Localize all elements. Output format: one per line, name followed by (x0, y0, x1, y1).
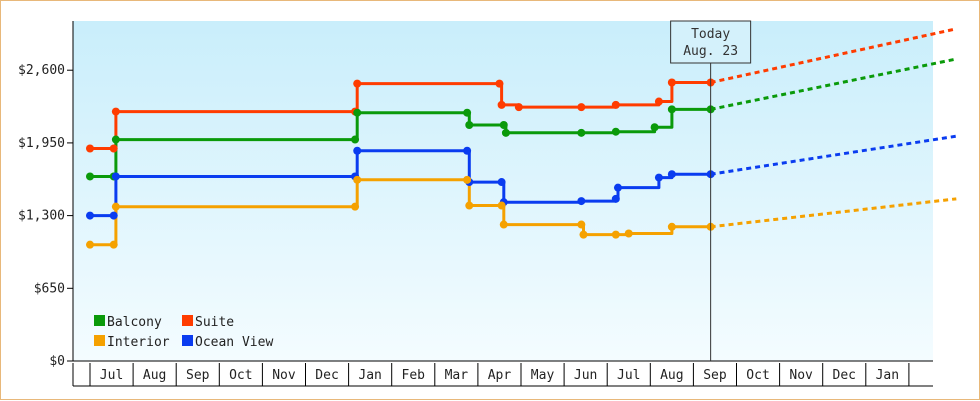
data-point-ocean-view[interactable] (613, 183, 622, 192)
legend-label-balcony: Balcony (107, 315, 162, 330)
data-point-balcony[interactable] (353, 108, 362, 117)
data-point-balcony[interactable] (577, 128, 586, 137)
data-point-interior[interactable] (353, 175, 362, 184)
data-point-ocean-view[interactable] (109, 211, 118, 220)
data-point-ocean-view[interactable] (577, 197, 586, 206)
data-point-interior[interactable] (499, 220, 508, 229)
month-label: Nov (272, 368, 296, 383)
data-point-balcony[interactable] (611, 127, 620, 136)
data-point-suite[interactable] (109, 144, 118, 153)
data-point-interior[interactable] (611, 230, 620, 239)
data-point-ocean-view[interactable] (353, 146, 362, 155)
month-label: Jul (617, 368, 640, 383)
data-point-balcony[interactable] (499, 121, 508, 130)
forecast-line-ocean-view (710, 134, 957, 176)
month-label: Aug (660, 368, 683, 383)
month-label: Mar (445, 368, 469, 383)
data-point-suite[interactable] (111, 107, 120, 116)
data-point-suite[interactable] (654, 97, 663, 106)
data-point-interior[interactable] (463, 175, 472, 184)
legend-swatch-balcony (94, 315, 105, 326)
legend-label-ocean-view: Ocean View (195, 335, 273, 350)
month-label: Jan (358, 368, 381, 383)
today-label: Today (691, 27, 730, 42)
month-label: Apr (488, 368, 512, 383)
forecast-line-balcony (710, 57, 957, 111)
data-point-interior[interactable] (667, 222, 676, 231)
data-point-balcony[interactable] (501, 128, 510, 137)
legend-label-interior: Interior (107, 335, 170, 350)
legend-label-suite: Suite (195, 315, 234, 330)
legend: Balcony Suite Interior Ocean View (94, 315, 273, 350)
data-point-interior[interactable] (109, 240, 118, 249)
data-point-suite[interactable] (495, 79, 504, 88)
y-tick-label: $1,950 (18, 136, 65, 151)
today-box (670, 20, 752, 64)
data-point-interior[interactable] (86, 240, 94, 249)
month-label: Sep (186, 368, 210, 383)
axes: $0 $650 $1,300 $1,950 $2,600 Jul Aug Sep Oct Nov D… (18, 21, 933, 387)
data-point-balcony[interactable] (111, 135, 120, 144)
month-label: Jul (100, 368, 123, 383)
legend-swatch-suite (182, 315, 193, 326)
data-point-ocean-view[interactable] (463, 146, 472, 155)
month-label: Jan (876, 368, 899, 383)
month-label: Oct (746, 368, 769, 383)
y-tick-label: $650 (34, 281, 65, 296)
data-point-suite[interactable] (514, 103, 523, 112)
data-point-interior[interactable] (111, 202, 120, 211)
month-label: Dec (315, 368, 338, 383)
data-point-suite[interactable] (86, 144, 94, 153)
data-point-interior[interactable] (577, 220, 586, 229)
data-point-interior[interactable] (497, 201, 506, 210)
data-point-ocean-view[interactable] (611, 194, 620, 203)
month-label: Oct (229, 368, 252, 383)
month-label: Sep (703, 368, 727, 383)
data-point-ocean-view[interactable] (111, 172, 120, 181)
series-points (86, 78, 715, 249)
data-point-suite[interactable] (497, 100, 506, 109)
data-point-suite[interactable] (667, 78, 676, 87)
today-date: Aug. 23 (683, 44, 738, 59)
data-point-interior[interactable] (351, 202, 360, 211)
series-line-ocean-view (90, 149, 711, 218)
today-marker: Today Aug. 23 (670, 20, 752, 361)
month-label: Nov (789, 368, 813, 383)
data-point-ocean-view[interactable] (654, 173, 663, 182)
month-label: Aug (143, 368, 166, 383)
data-point-suite[interactable] (611, 100, 620, 109)
data-point-interior[interactable] (465, 201, 474, 210)
legend-swatch-ocean-view (182, 335, 193, 346)
data-point-interior[interactable] (579, 230, 588, 239)
data-point-suite[interactable] (577, 103, 586, 112)
data-point-ocean-view[interactable] (497, 178, 506, 187)
legend-swatch-interior (94, 335, 105, 346)
data-point-suite[interactable] (353, 79, 362, 88)
month-label: Dec (833, 368, 856, 383)
data-point-ocean-view[interactable] (667, 170, 676, 179)
forecast-line-suite (710, 27, 957, 84)
y-tick-label: $1,300 (18, 209, 65, 224)
data-point-ocean-view[interactable] (86, 211, 94, 220)
data-point-balcony[interactable] (465, 121, 474, 130)
y-tick-label: $2,600 (18, 63, 65, 78)
data-point-balcony[interactable] (86, 172, 94, 181)
data-point-interior[interactable] (624, 229, 633, 238)
data-point-balcony[interactable] (667, 105, 676, 114)
data-point-balcony[interactable] (463, 108, 472, 117)
data-point-balcony[interactable] (351, 135, 360, 144)
month-label: Jun (574, 368, 597, 383)
month-label: Feb (402, 368, 426, 383)
month-label: May (531, 368, 555, 383)
data-point-balcony[interactable] (650, 123, 659, 132)
y-tick-label: $0 (49, 354, 65, 369)
